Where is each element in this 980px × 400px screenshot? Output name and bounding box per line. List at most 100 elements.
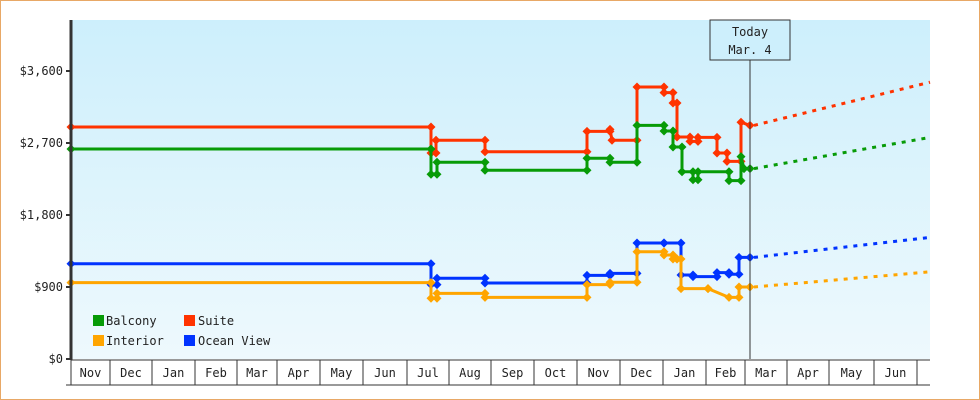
legend-item-interior[interactable]: Interior [93,334,164,348]
x-tick-label: Jan [674,366,696,380]
data-point-marker-icon[interactable] [426,293,436,303]
data-point-marker-icon[interactable] [432,288,442,298]
data-point-marker-icon[interactable] [632,247,642,257]
legend-item-suite[interactable]: Suite [184,314,234,328]
data-point-marker-icon[interactable] [431,135,441,145]
today-label-box [709,19,791,61]
data-point-marker-icon[interactable] [480,165,490,175]
data-point-marker-icon[interactable] [659,82,669,92]
suite-swatch-icon [184,315,195,326]
data-point-marker-icon[interactable] [736,176,746,186]
data-point-marker-icon[interactable] [426,278,436,288]
data-point-marker-icon[interactable] [659,88,669,98]
data-point-marker-icon[interactable] [480,135,490,145]
y-tick-label: $0 [49,352,63,366]
data-point-marker-icon[interactable] [724,167,734,177]
data-point-marker-icon[interactable] [632,82,642,92]
today-label: Today [732,25,768,39]
data-point-marker-icon[interactable] [632,238,642,248]
series-suite[interactable] [66,80,931,166]
data-point-marker-icon[interactable] [734,282,744,292]
series-balcony[interactable] [66,120,931,186]
data-point-marker-icon[interactable] [480,278,490,288]
data-point-marker-icon[interactable] [480,273,490,283]
data-point-marker-icon[interactable] [668,142,678,152]
data-point-marker-icon[interactable] [659,238,669,248]
data-point-marker-icon[interactable] [693,175,703,185]
data-point-marker-icon[interactable] [582,270,592,280]
data-point-marker-icon[interactable] [722,148,732,158]
data-point-marker-icon[interactable] [632,277,642,287]
data-point-marker-icon[interactable] [607,135,617,145]
data-point-marker-icon[interactable] [582,292,592,302]
y-axis: $3,600 $2,700 $1,800 $900 $0 [20,20,73,366]
data-point-marker-icon[interactable] [688,272,698,282]
data-point-marker-icon[interactable] [676,284,686,294]
x-tick-label: Apr [288,366,310,380]
data-point-marker-icon[interactable] [676,238,686,248]
data-point-marker-icon[interactable] [693,132,703,142]
data-point-marker-icon[interactable] [712,148,722,158]
data-point-marker-icon[interactable] [688,175,698,185]
legend-item-ocean-view[interactable]: Ocean View [184,334,271,348]
balcony-swatch-icon [93,315,104,326]
data-point-marker-icon[interactable] [582,126,592,136]
data-point-marker-icon[interactable] [582,147,592,157]
data-point-marker-icon[interactable] [685,136,695,146]
data-point-marker-icon[interactable] [724,292,734,302]
data-point-marker-icon[interactable] [739,164,749,174]
data-point-marker-icon[interactable] [582,165,592,175]
data-point-marker-icon[interactable] [734,292,744,302]
data-point-marker-icon[interactable] [736,152,746,162]
data-point-marker-icon[interactable] [659,250,669,260]
data-point-marker-icon[interactable] [582,153,592,163]
x-tick-label: Mar [246,366,268,380]
data-point-marker-icon[interactable] [688,167,698,177]
data-point-marker-icon[interactable] [480,157,490,167]
data-point-marker-icon[interactable] [480,292,490,302]
data-point-marker-icon[interactable] [632,120,642,130]
series-interior[interactable] [66,247,931,303]
data-point-marker-icon[interactable] [659,126,669,136]
data-point-marker-icon[interactable] [426,144,436,154]
data-point-marker-icon[interactable] [605,124,615,134]
data-point-marker-icon[interactable] [432,169,442,179]
data-point-marker-icon[interactable] [724,269,734,279]
data-point-marker-icon[interactable] [722,156,732,166]
data-point-marker-icon[interactable] [659,120,669,130]
data-point-marker-icon[interactable] [677,142,687,152]
data-point-marker-icon[interactable] [582,280,592,290]
x-tick-label: Nov [80,366,102,380]
data-point-marker-icon[interactable] [712,132,722,142]
series-ocean-view[interactable] [66,235,931,290]
data-point-marker-icon[interactable] [605,277,615,287]
data-point-marker-icon[interactable] [724,176,734,186]
data-point-marker-icon[interactable] [632,157,642,167]
data-point-marker-icon[interactable] [734,269,744,279]
legend-item-balcony[interactable]: Balcony [93,314,157,328]
data-point-marker-icon[interactable] [426,169,436,179]
x-tick-label: Jan [163,366,185,380]
ocean-view-swatch-icon [184,335,195,346]
data-point-marker-icon[interactable] [677,167,687,177]
data-point-marker-icon[interactable] [668,126,678,136]
data-point-marker-icon[interactable] [432,157,442,167]
data-point-marker-icon[interactable] [432,293,442,303]
data-point-marker-icon[interactable] [672,98,682,108]
data-point-marker-icon[interactable] [605,268,615,278]
data-point-marker-icon[interactable] [426,259,436,269]
data-point-marker-icon[interactable] [693,167,703,177]
data-point-marker-icon[interactable] [734,252,744,262]
data-point-marker-icon[interactable] [605,157,615,167]
data-point-marker-icon[interactable] [676,254,686,264]
x-tick-label: Aug [459,366,481,380]
y-tick-label: $2,700 [20,136,63,150]
data-point-marker-icon[interactable] [668,88,678,98]
data-point-marker-icon[interactable] [432,273,442,283]
data-point-marker-icon[interactable] [703,284,713,294]
data-point-marker-icon[interactable] [712,268,722,278]
data-point-marker-icon[interactable] [480,147,490,157]
data-point-marker-icon[interactable] [672,132,682,142]
data-point-marker-icon[interactable] [736,117,746,127]
data-point-marker-icon[interactable] [426,122,436,132]
